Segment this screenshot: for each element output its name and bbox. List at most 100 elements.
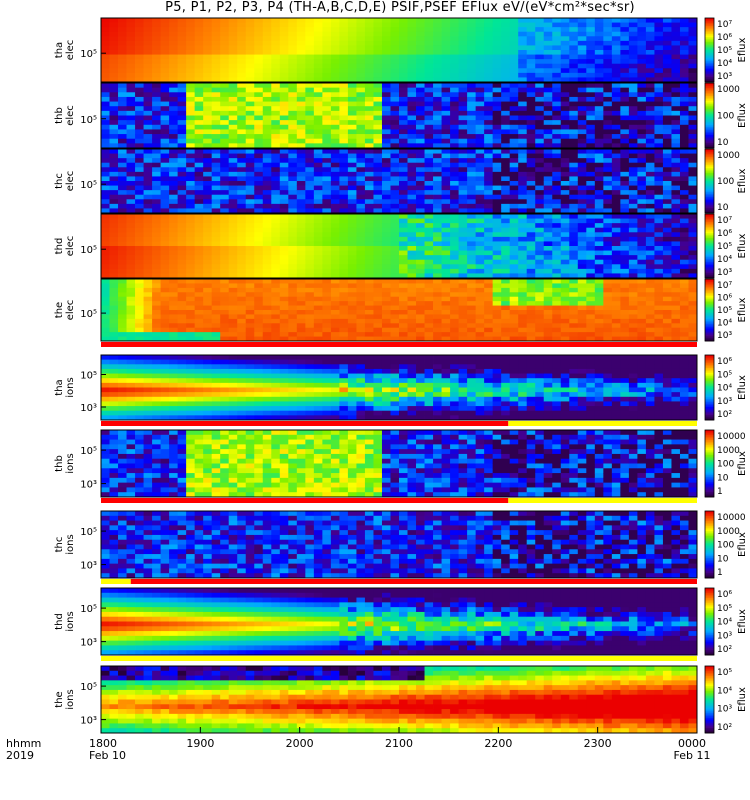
spectrogram-cell xyxy=(441,287,451,293)
spectrogram-cell xyxy=(560,115,570,121)
spectrogram-cell xyxy=(194,50,204,55)
spectrogram-cell xyxy=(160,120,170,126)
spectrogram-cell xyxy=(450,203,459,209)
spectrogram-cell xyxy=(152,153,161,159)
spectrogram-cell xyxy=(671,167,681,173)
spectrogram-cell xyxy=(245,208,255,214)
spectrogram-cell xyxy=(560,18,570,23)
spectrogram-cell xyxy=(441,134,451,140)
spectrogram-cell xyxy=(569,203,579,209)
spectrogram-cell xyxy=(177,50,187,55)
spectrogram-cell xyxy=(211,167,221,173)
spectrogram-cell xyxy=(458,255,468,261)
spectrogram-cell xyxy=(407,268,417,274)
spectrogram-cell xyxy=(671,241,681,247)
spectrogram-cell xyxy=(347,273,357,279)
spectrogram-cell xyxy=(611,301,621,306)
spectrogram-cell xyxy=(552,194,562,200)
spectrogram-cell xyxy=(535,199,545,205)
spectrogram-cell xyxy=(390,167,400,173)
spectrogram-cell xyxy=(620,305,630,311)
spectrogram-cell xyxy=(262,203,272,209)
spectrogram-cell xyxy=(339,124,349,130)
spectrogram-cell xyxy=(237,279,247,284)
spectrogram-cell xyxy=(594,59,604,65)
spectrogram-cell xyxy=(535,287,545,293)
spectrogram-cell xyxy=(186,336,196,342)
spectrogram-cell xyxy=(637,45,647,51)
spectrogram-cell xyxy=(552,255,562,261)
spectrogram-cell xyxy=(390,68,400,74)
spectrogram-cell xyxy=(484,149,494,154)
spectrogram-cell xyxy=(569,162,579,168)
spectrogram-cell xyxy=(654,101,664,107)
spectrogram-cell xyxy=(211,236,221,242)
spectrogram-cell xyxy=(501,301,511,306)
spectrogram-cell xyxy=(611,250,621,256)
spectrogram-cell xyxy=(518,273,528,279)
spectrogram-cell xyxy=(662,115,672,121)
spectrogram-cell xyxy=(186,36,196,42)
spectrogram-cell xyxy=(637,120,647,126)
colorbar-tick-label: 10⁵ xyxy=(717,46,732,56)
spectrogram-cell xyxy=(322,77,332,83)
spectrogram-cell xyxy=(373,323,383,329)
spectrogram-cell xyxy=(628,227,638,233)
colorbar-step xyxy=(705,246,714,248)
spectrogram-cell xyxy=(569,314,579,320)
spectrogram-cell xyxy=(526,203,536,209)
spectrogram-cell xyxy=(126,203,136,209)
spectrogram-cell xyxy=(458,314,468,320)
spectrogram-cell xyxy=(177,36,187,42)
spectrogram-cell xyxy=(347,167,357,173)
spectrogram-cell xyxy=(416,214,425,219)
spectrogram-cell xyxy=(109,268,119,274)
spectrogram-cell xyxy=(373,273,383,279)
spectrogram-cell xyxy=(228,310,238,315)
spectrogram-cell xyxy=(152,246,161,251)
spectrogram-cell xyxy=(322,96,332,102)
spectrogram-cell xyxy=(211,77,221,83)
spectrogram-cell xyxy=(126,50,136,55)
colorbar-step xyxy=(705,110,714,113)
colorbar-step xyxy=(705,126,714,129)
spectrogram-cell xyxy=(645,176,655,182)
spectrogram-cell xyxy=(211,332,221,337)
spectrogram-cell xyxy=(671,158,681,164)
spectrogram-cell xyxy=(594,45,604,51)
spectrogram-cell xyxy=(424,336,434,342)
spectrogram-cell xyxy=(271,199,281,205)
spectrogram-cell xyxy=(688,153,698,159)
spectrogram-cell xyxy=(109,332,119,337)
spectrogram-cell xyxy=(118,167,127,173)
spectrogram-cell xyxy=(152,301,161,306)
spectrogram-cell xyxy=(220,115,230,121)
spectrogram-cell xyxy=(501,40,511,46)
spectrogram-cell xyxy=(620,68,630,74)
spectrogram-cell xyxy=(135,77,144,83)
spectrogram-cell xyxy=(518,120,528,126)
spectrogram-cell xyxy=(611,171,621,177)
spectrogram-cell xyxy=(450,305,459,311)
spectrogram-cell xyxy=(577,138,587,144)
spectrogram-cell xyxy=(288,68,298,74)
spectrogram-cell xyxy=(101,332,110,337)
spectrogram-cell xyxy=(492,87,502,93)
spectrogram-cell xyxy=(560,63,570,69)
spectrogram-cell xyxy=(424,149,434,154)
spectrogram-cell xyxy=(620,18,630,23)
spectrogram-cell xyxy=(313,223,323,229)
spectrogram-cell xyxy=(441,203,451,209)
spectrogram-cell xyxy=(390,227,400,233)
spectrogram-cell xyxy=(450,50,459,55)
spectrogram-cell xyxy=(390,301,400,306)
spectrogram-cell xyxy=(271,31,281,37)
spectrogram-cell xyxy=(254,310,264,315)
spectrogram-cell xyxy=(509,185,519,191)
spectrogram-cell xyxy=(203,54,213,60)
spectrogram-cell xyxy=(654,268,664,274)
spectrogram-cell xyxy=(356,323,366,329)
spectrogram-cell xyxy=(492,279,502,284)
spectrogram-cell xyxy=(203,314,213,320)
spectrogram-cell xyxy=(305,27,315,33)
